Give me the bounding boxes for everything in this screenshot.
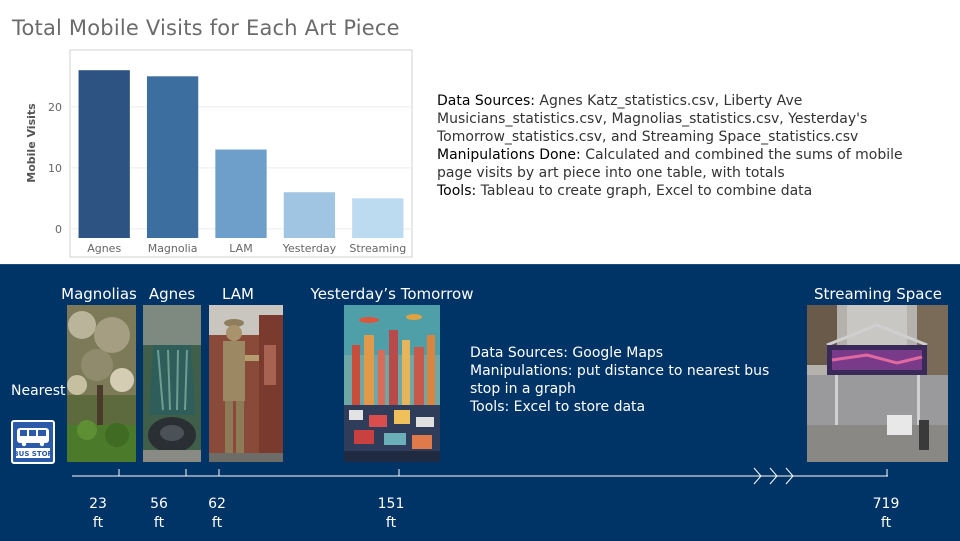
bar-yesterday xyxy=(283,192,336,238)
bus-stop-text: BUS STOP xyxy=(13,450,52,458)
nearest-label: Nearest xyxy=(11,383,66,399)
lam-photo xyxy=(209,305,283,462)
x-tick-label: Magnolia xyxy=(148,242,198,255)
y-tick-label: 10 xyxy=(48,162,62,175)
x-tick-label: Streaming xyxy=(349,242,406,255)
bus-manipulations-label: Manipulations: xyxy=(470,363,573,379)
bar-lam xyxy=(215,149,267,238)
tools-label: Tools: xyxy=(437,183,477,199)
axis-break-marker xyxy=(769,467,778,485)
y-tick-labels: 0 10 20 xyxy=(48,101,62,236)
sources-label: Data Sources: xyxy=(437,93,535,109)
bus-tools-text: Excel to store data xyxy=(509,399,646,415)
distance-value: 719 xyxy=(872,496,900,512)
distance-value: 56 xyxy=(150,496,168,512)
streaming-space-photo xyxy=(807,305,948,462)
bus-manipulations-text: put distance to nearest bus stop in a gr… xyxy=(470,363,770,397)
bus-sources-label: Data Sources: xyxy=(470,345,568,361)
y-tick-label: 20 xyxy=(48,101,62,114)
distance-label-streaming-space: 719 ft xyxy=(873,495,900,533)
x-tick-label: Yesterday xyxy=(282,242,337,255)
bar-chart: 0 10 20 Agnes Magnolia LAM Yesterday Streaming… xyxy=(25,49,413,258)
x-tick-label: LAM xyxy=(229,242,252,255)
distance-timeline xyxy=(72,467,888,485)
chart-title: Total Mobile Visits for Each Art Piece xyxy=(12,16,400,40)
sources-text: Agnes Katz_statistics.csv, Liberty Ave M… xyxy=(437,93,868,145)
distance-label-magnolias: 23 ft xyxy=(89,495,107,533)
bar-streaming xyxy=(352,198,404,238)
distance-label-yesterdays-tomorrow: 151 ft xyxy=(378,495,405,533)
bars xyxy=(78,70,404,238)
axis-break-marker xyxy=(753,467,762,485)
piece-label-yesterdays-tomorrow: Yesterday’s Tomorrow xyxy=(310,285,474,303)
y-tick-label: 0 xyxy=(55,223,62,236)
distance-unit: ft xyxy=(92,515,104,531)
plot-area xyxy=(69,49,413,258)
bus-stop-sign-icon: BUS STOP xyxy=(11,420,55,464)
x-tick-label: Agnes xyxy=(87,242,121,255)
tools-text: Tableau to create graph, Excel to combin… xyxy=(476,183,813,199)
bus-tools-label: Tools: xyxy=(470,399,510,415)
distance-value: 23 xyxy=(89,496,107,512)
piece-label-streaming-space: Streaming Space xyxy=(814,285,942,303)
bus-sources-text: Google Maps xyxy=(567,345,664,361)
manipulations-text: Calculated and combined the sums of mobi… xyxy=(437,147,903,181)
distance-unit: ft xyxy=(880,515,892,531)
x-tick-labels: Agnes Magnolia LAM Yesterday Streaming xyxy=(87,242,406,255)
distance-label-agnes: 56 ft xyxy=(150,495,168,533)
bus-distance-notes: Data Sources: Google Maps Manipulations:… xyxy=(470,344,770,416)
yesterdays-tomorrow-photo xyxy=(344,305,440,462)
distance-unit: ft xyxy=(153,515,165,531)
agnes-photo xyxy=(143,305,201,462)
chart-notes: Data Sources: Agnes Katz_statistics.csv,… xyxy=(437,92,942,200)
bus-distance-panel: Magnolias Agnes LAM Yesterday’s Tomorrow… xyxy=(0,264,960,541)
manipulations-label: Manipulations Done: xyxy=(437,147,581,163)
y-axis-label: Mobile Visits xyxy=(25,103,38,183)
distance-value: 151 xyxy=(377,496,405,512)
bar-agnes xyxy=(78,70,130,238)
distance-unit: ft xyxy=(385,515,397,531)
piece-label-magnolias: Magnolias xyxy=(61,285,137,303)
piece-label-lam: LAM xyxy=(222,285,254,303)
distance-unit: ft xyxy=(211,515,223,531)
distance-value: 62 xyxy=(208,496,226,512)
bar-magnolia xyxy=(146,76,199,238)
piece-label-agnes: Agnes xyxy=(148,285,196,303)
distance-label-lam: 62 ft xyxy=(208,495,226,533)
axis-break-marker xyxy=(785,467,794,485)
magnolias-photo xyxy=(67,305,136,462)
